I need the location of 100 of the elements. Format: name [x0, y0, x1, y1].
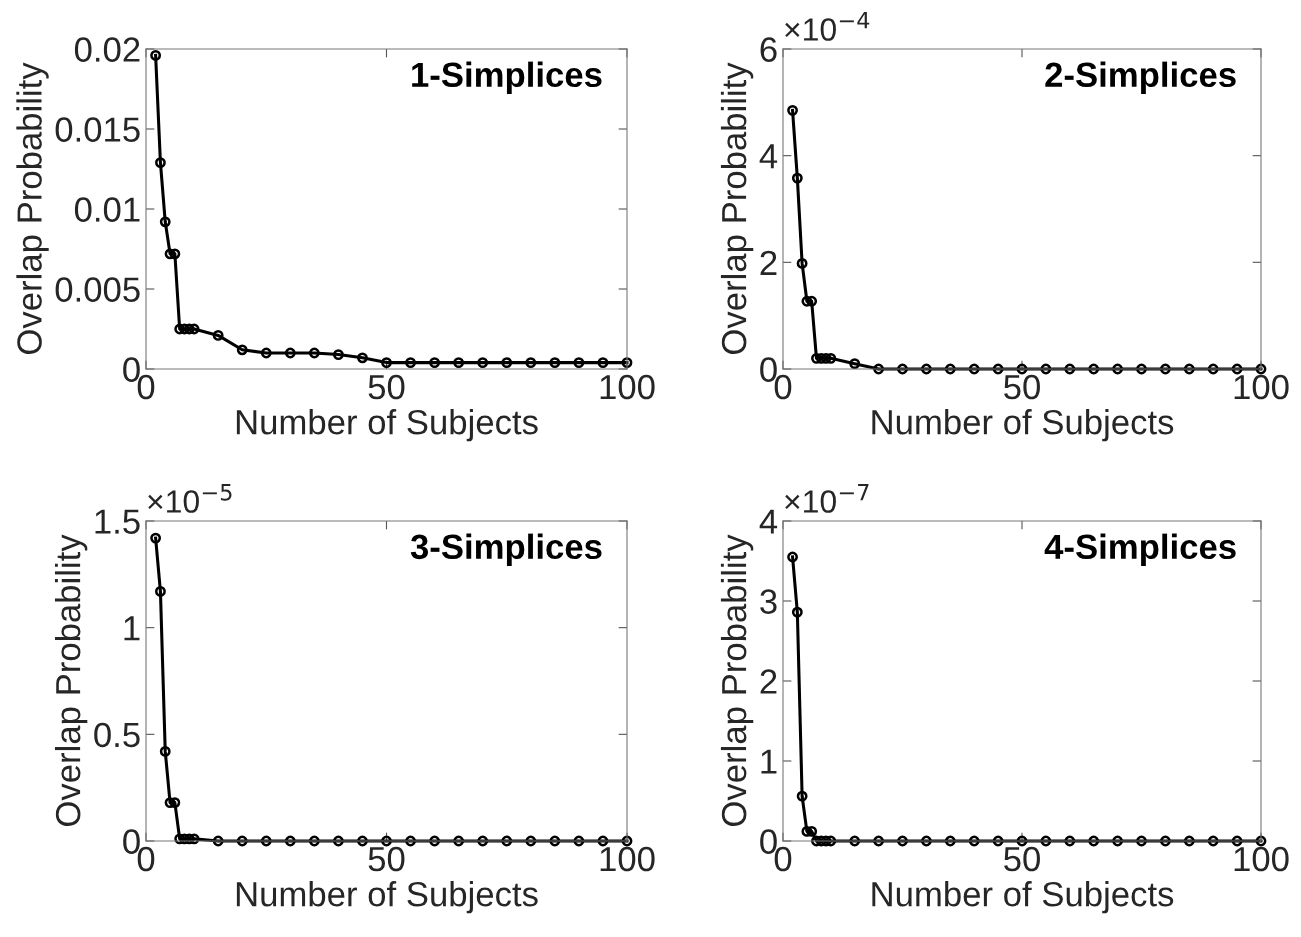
y-axis-title: Overlap Probability: [54, 534, 88, 827]
point: [549, 357, 561, 369]
point: [501, 835, 513, 847]
point: [477, 835, 489, 847]
x-axis-title: Number of Subjects: [236, 409, 538, 442]
text: ×10$^{−5}$: [148, 484, 232, 513]
point: [621, 357, 633, 369]
point: [573, 835, 585, 847]
y-axis-title: Overlap Probability: [720, 534, 754, 827]
point: [1231, 363, 1243, 375]
point: [453, 357, 465, 369]
point: [1255, 363, 1267, 375]
point: [920, 835, 932, 847]
y-axis-title: Overlap Probability: [720, 62, 754, 355]
point: [1112, 835, 1124, 847]
x-tick-label: 50: [368, 374, 405, 400]
point: [1064, 363, 1076, 375]
point: [159, 216, 171, 228]
point: [150, 49, 162, 61]
point: [150, 532, 162, 544]
point: [806, 825, 818, 837]
point: [873, 363, 885, 375]
point: [968, 363, 980, 375]
annotation: 1-Simplices: [412, 61, 602, 94]
point: [212, 329, 224, 341]
point: [801, 825, 813, 837]
point: [897, 835, 908, 847]
point: [1016, 835, 1028, 847]
point: [1183, 363, 1195, 375]
point: [357, 835, 368, 847]
point: [405, 835, 416, 847]
point: [787, 104, 798, 116]
y-tick-label: 2: [760, 250, 777, 275]
point: [968, 835, 980, 847]
point: [174, 833, 186, 845]
point: [308, 835, 320, 847]
x-tick-label: 100: [600, 374, 655, 400]
annotation: 3-Simplices: [410, 533, 602, 566]
point: [796, 790, 808, 802]
point: [811, 352, 822, 364]
x-axis-title: Number of Subjects: [872, 881, 1174, 914]
point: [381, 357, 392, 369]
annotation: 4-Simplices: [1044, 533, 1236, 566]
point: [1040, 835, 1052, 847]
point: [597, 835, 609, 847]
point: [992, 835, 1004, 847]
x-tick-label: 50: [1004, 374, 1040, 400]
point: [284, 835, 296, 847]
point: [825, 352, 837, 364]
point: [1183, 835, 1195, 847]
point: [920, 363, 932, 375]
point: [1207, 363, 1219, 375]
y-tick-label: 0.02: [74, 37, 140, 62]
annotation: 2-Simplices: [1045, 61, 1236, 94]
x-tick-label: 100: [600, 846, 655, 872]
point: [944, 835, 956, 847]
y-tick-label: 1: [761, 749, 777, 774]
point: [801, 295, 813, 307]
point: [164, 797, 176, 809]
y-tick-label: 4: [759, 509, 778, 534]
point: [597, 357, 609, 369]
point: [825, 835, 837, 847]
x-tick-label: 100: [1234, 374, 1289, 400]
point: [1159, 835, 1171, 847]
point: [381, 835, 392, 847]
point: [811, 835, 822, 847]
point: [260, 347, 272, 359]
point: [525, 357, 537, 369]
point: [820, 835, 832, 847]
x-axis-title: Number of Subjects: [872, 409, 1174, 442]
point: [849, 358, 861, 370]
point: [453, 835, 465, 847]
point: [897, 363, 908, 375]
point: [1064, 835, 1076, 847]
point: [169, 248, 181, 260]
point: [796, 257, 808, 269]
y-tick-label: 6: [760, 37, 777, 62]
point: [1255, 835, 1267, 847]
point: [164, 248, 176, 260]
point: [183, 833, 195, 845]
y-tick-label: 0.015: [55, 117, 140, 142]
y-tick-label: 0.005: [55, 277, 140, 302]
point: [236, 344, 248, 356]
y-tick-label: 2: [760, 669, 777, 694]
point: [1136, 363, 1147, 375]
point: [284, 347, 296, 359]
point: [174, 323, 186, 335]
point: [787, 551, 798, 563]
x-tick-label: 50: [1004, 846, 1040, 872]
point: [308, 347, 320, 359]
point: [332, 349, 344, 361]
point: [806, 295, 818, 307]
point: [332, 835, 344, 847]
point: [549, 835, 561, 847]
point: [1040, 363, 1052, 375]
point: [849, 835, 861, 847]
y-tick-label: 0.01: [74, 197, 140, 222]
point: [873, 835, 885, 847]
x-tick-label: 50: [368, 846, 405, 872]
y-tick-label: 4: [759, 144, 778, 169]
